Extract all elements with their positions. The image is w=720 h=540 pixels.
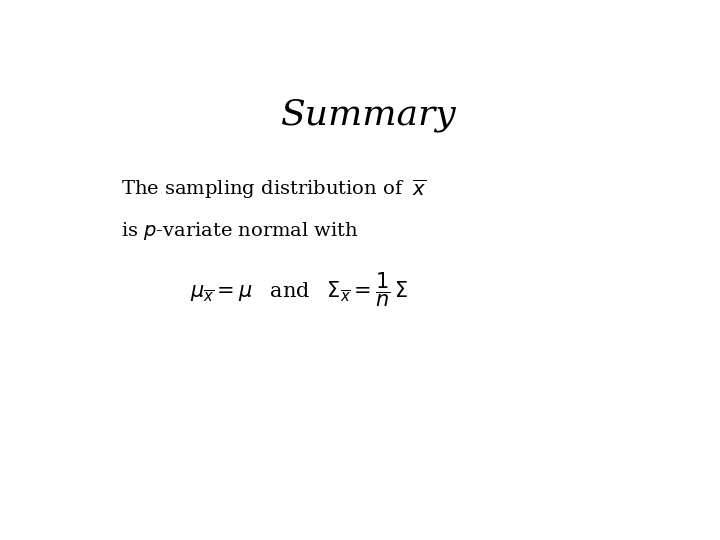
Text: Summary: Summary [282,98,456,132]
Text: The sampling distribution of $\;\overline{x}$: The sampling distribution of $\;\overlin… [121,178,426,201]
Text: is $p$-variate normal with: is $p$-variate normal with [121,220,359,242]
Text: $\mu_{\overline{x}} = \mu\;\;$ and $\;\;\Sigma_{\overline{x}} = \dfrac{1}{n}\,\S: $\mu_{\overline{x}} = \mu\;\;$ and $\;\;… [190,270,408,308]
